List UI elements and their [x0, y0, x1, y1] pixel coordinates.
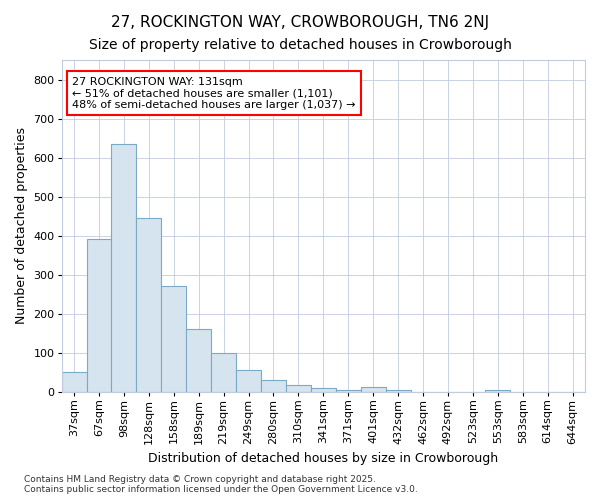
X-axis label: Distribution of detached houses by size in Crowborough: Distribution of detached houses by size … [148, 452, 499, 465]
Bar [336, 390, 361, 392]
Text: Contains HM Land Registry data © Crown copyright and database right 2025.
Contai: Contains HM Land Registry data © Crown c… [24, 474, 418, 494]
Bar [211, 352, 236, 392]
Bar [311, 388, 336, 392]
Text: 27 ROCKINGTON WAY: 131sqm
← 51% of detached houses are smaller (1,101)
48% of se: 27 ROCKINGTON WAY: 131sqm ← 51% of detac… [72, 76, 356, 110]
Bar [286, 384, 311, 392]
Text: Size of property relative to detached houses in Crowborough: Size of property relative to detached ho… [89, 38, 511, 52]
Bar [236, 370, 261, 392]
Bar [361, 387, 386, 392]
Bar [386, 390, 410, 392]
Bar [261, 380, 286, 392]
Bar [485, 390, 510, 392]
Bar [161, 286, 186, 392]
Bar [86, 240, 112, 392]
Bar [136, 218, 161, 392]
Bar [186, 329, 211, 392]
Bar [62, 372, 86, 392]
Text: 27, ROCKINGTON WAY, CROWBOROUGH, TN6 2NJ: 27, ROCKINGTON WAY, CROWBOROUGH, TN6 2NJ [111, 15, 489, 30]
Bar [112, 144, 136, 392]
Y-axis label: Number of detached properties: Number of detached properties [15, 128, 28, 324]
